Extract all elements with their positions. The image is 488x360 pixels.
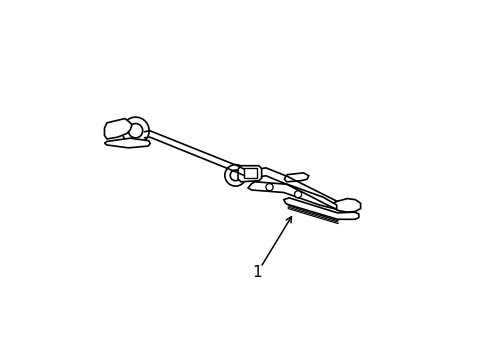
- Text: 1: 1: [252, 265, 261, 280]
- Circle shape: [122, 117, 149, 144]
- Polygon shape: [238, 166, 261, 182]
- Circle shape: [224, 165, 246, 186]
- Circle shape: [294, 191, 301, 198]
- Polygon shape: [332, 199, 360, 212]
- Polygon shape: [244, 168, 257, 178]
- Circle shape: [128, 123, 142, 138]
- Polygon shape: [247, 182, 336, 209]
- Polygon shape: [104, 118, 132, 139]
- Polygon shape: [284, 173, 308, 182]
- Circle shape: [230, 170, 241, 181]
- Polygon shape: [104, 138, 150, 148]
- Circle shape: [265, 184, 272, 191]
- Polygon shape: [283, 198, 358, 219]
